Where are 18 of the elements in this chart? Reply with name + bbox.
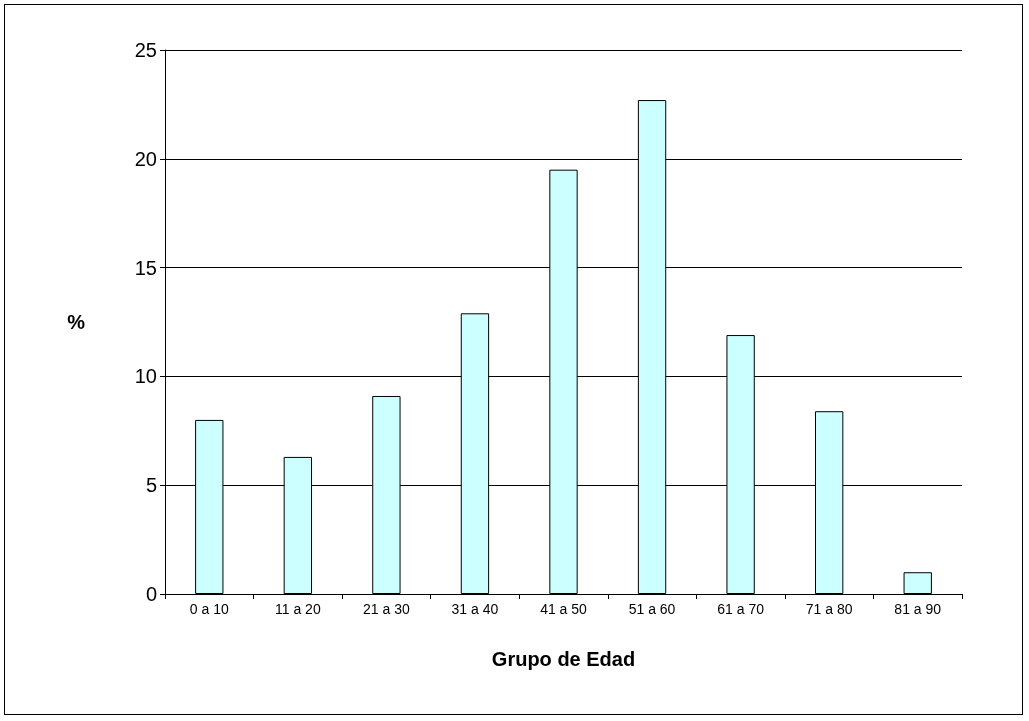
x-tick-label: 41 a 50 — [540, 601, 588, 617]
y-tick-label: 20 — [134, 147, 157, 170]
x-tick-label: 31 a 40 — [451, 601, 499, 617]
x-tick-label: 0 a 10 — [189, 601, 229, 617]
y-tick-label: 0 — [145, 583, 157, 605]
bar — [903, 572, 932, 594]
x-axis-title: Grupo de Edad — [491, 648, 636, 670]
x-tick-label: 61 a 70 — [717, 601, 765, 617]
x-tick-label: 21 a 30 — [363, 601, 410, 617]
y-tick-label: 15 — [134, 256, 157, 279]
x-tick-label: 81 a 90 — [894, 601, 942, 617]
x-tick-label: 71 a 80 — [805, 601, 853, 617]
x-tick-label: 51 a 60 — [628, 601, 676, 617]
x-tick-label: 11 a 20 — [275, 601, 321, 617]
y-tick-label: 10 — [134, 365, 157, 388]
y-tick-label: 5 — [145, 474, 157, 497]
y-tick-label: 25 — [134, 39, 157, 61]
y-axis-title: % — [67, 311, 86, 333]
